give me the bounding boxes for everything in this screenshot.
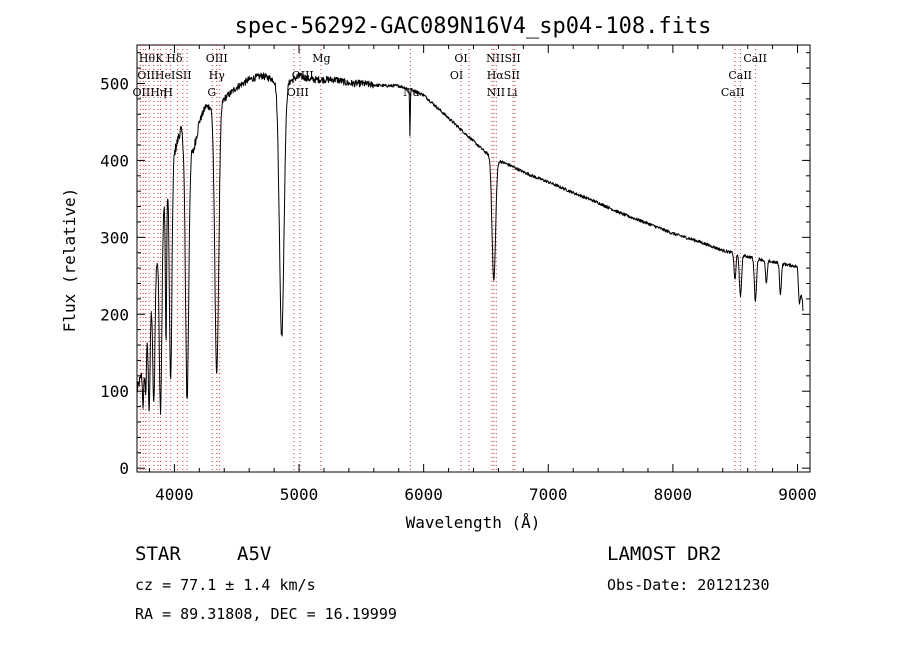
x-tick-label: 7000 [529, 485, 568, 504]
obs-date: Obs-Date: 20121230 [607, 576, 770, 594]
x-tick-label: 4000 [155, 485, 194, 504]
y-tick-label: 500 [100, 74, 129, 93]
y-axis-label: Flux (relative) [60, 188, 79, 333]
spectral-line-label: G [207, 86, 216, 99]
spectral-line-label: OIII [292, 69, 314, 82]
x-tick-label: 6000 [404, 485, 443, 504]
spectral-line-label: OI [454, 52, 467, 65]
survey-name: LAMOST DR2 [607, 543, 722, 565]
spectral-line-label: Hγ [209, 69, 226, 82]
spectral-subclass: A5V [237, 543, 272, 565]
x-tick-label: 5000 [280, 485, 319, 504]
x-axis-label: Wavelength (Å) [406, 513, 541, 532]
line-markers [139, 45, 756, 472]
y-tick-label: 100 [100, 382, 129, 401]
spectral-line-label: OIIHη [133, 86, 167, 99]
y-tick-label: 0 [119, 459, 129, 478]
spectral-line-label: Hθ [139, 52, 156, 65]
spectrum-series [136, 72, 804, 415]
spectral-line-label: OIII [287, 86, 309, 99]
object-class: STAR [135, 543, 181, 565]
redshift-readout: cz = 77.1 ± 1.4 km/s [135, 576, 316, 594]
spectral-line-label: OI [450, 69, 463, 82]
coordinates: RA = 89.31808, DEC = 16.19999 [135, 605, 397, 623]
spectral-line-label: NII [487, 86, 505, 99]
x-tick-label: 9000 [778, 485, 817, 504]
y-tick-label: 400 [100, 151, 129, 170]
spectral-line-label: HαSII [487, 69, 520, 82]
spectral-line-label: Li [507, 86, 518, 99]
spectral-line-label: OIII [206, 52, 228, 65]
spectral-line-label: K [155, 52, 164, 65]
spectral-line-label: Hδ [166, 52, 183, 65]
y-tick-label: 200 [100, 305, 129, 324]
spectral-line-label: H [163, 86, 173, 99]
y-tick-label: 300 [100, 228, 129, 247]
spectral-line-label: Na [403, 86, 420, 99]
spectral-line-label: Mg [312, 52, 330, 65]
spectral-line-label: OIIHeISII [137, 69, 191, 82]
y-axis: 0 100 200 300 400 500 [100, 52, 810, 478]
spectral-line-label: CaII [743, 52, 767, 65]
spectral-line-label: CaII [721, 86, 745, 99]
spectral-line-label: NIISII [486, 52, 521, 65]
x-axis: 4000 5000 6000 7000 8000 9000 [148, 45, 817, 504]
x-tick-label: 8000 [654, 485, 693, 504]
spectrum-line [136, 72, 804, 415]
plot-frame [136, 44, 811, 473]
spectral-line-label: CaII [728, 69, 752, 82]
line-labels: Hθ K Hδ OIII Mg OI NIISII CaII OIIHeISII Hγ OIII OI… [133, 52, 767, 99]
chart-title: spec-56292-GAC089N16V4_sp04-108.fits [235, 14, 712, 39]
